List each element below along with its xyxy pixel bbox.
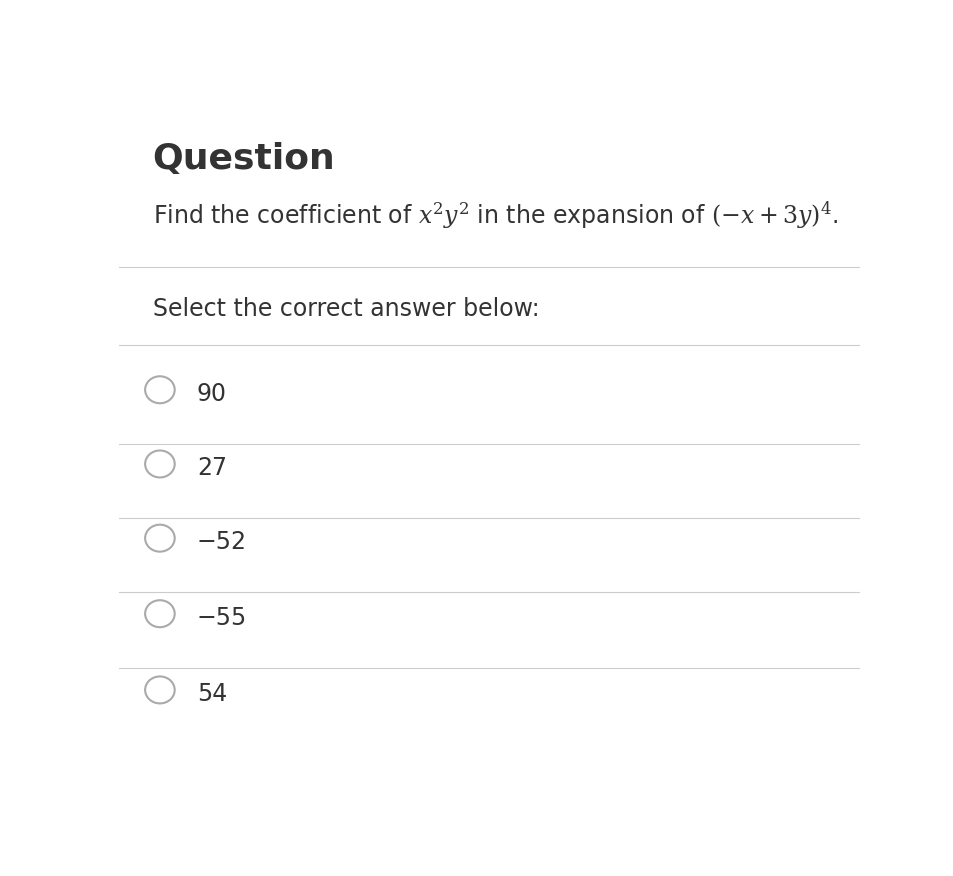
Text: −52: −52 — [196, 530, 247, 554]
Text: 54: 54 — [196, 682, 227, 706]
Text: −55: −55 — [196, 605, 247, 630]
Text: 27: 27 — [196, 456, 227, 480]
Text: Find the coefficient of $x^2y^2$ in the expansion of $(-x + 3y)^4$.: Find the coefficient of $x^2y^2$ in the … — [152, 200, 837, 231]
Text: Question: Question — [152, 142, 335, 176]
Text: Select the correct answer below:: Select the correct answer below: — [152, 297, 538, 321]
Text: 90: 90 — [196, 382, 227, 406]
